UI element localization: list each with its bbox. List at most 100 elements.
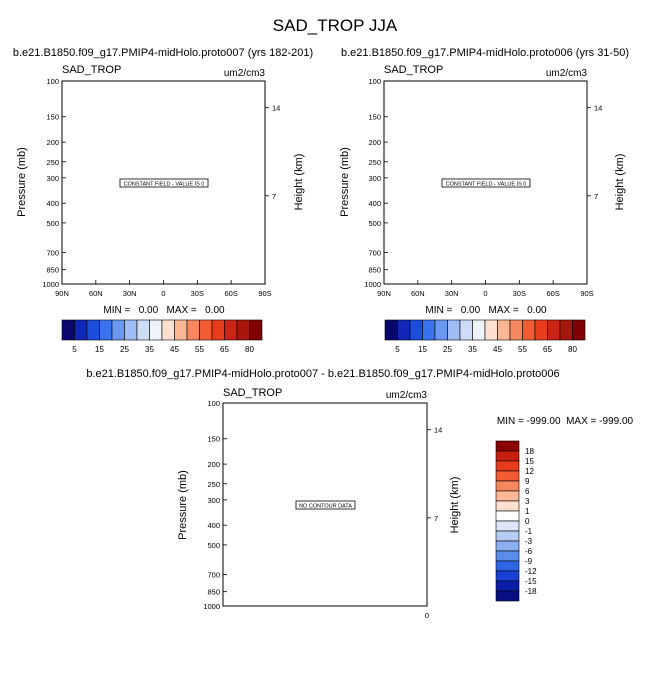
colorbar-label: 55: [195, 345, 204, 354]
panel-2-x-ticks: 90N 60N 30N 0 30S 60S 90S: [377, 280, 594, 298]
colorbar-label: -6: [525, 547, 533, 556]
y-tick-label: 200: [368, 138, 381, 147]
colorbar-swatch: [559, 319, 573, 341]
x-tick-label: 60S: [224, 289, 237, 298]
panel-2-message: CONSTANT FIELD - VALUE IS 0: [446, 182, 527, 188]
colorbar-swatch: [111, 319, 125, 341]
colorbar-label: 18: [525, 447, 534, 456]
colorbar-swatch: [384, 319, 398, 341]
panel-1-message-box: [119, 178, 209, 188]
colorbar-swatch: [409, 319, 423, 341]
colorbar-label: 12: [525, 467, 534, 476]
panel-1-x-ticks: 90N 60N 30N 0 30S 60S 90S: [55, 280, 272, 298]
colorbar-label: 45: [170, 345, 179, 354]
colorbar-swatch: [495, 490, 520, 502]
colorbar-swatch: [495, 540, 520, 552]
panel-1-units: um2/cm3: [224, 68, 266, 79]
panel-3-units: um2/cm3: [386, 390, 428, 401]
x-tick-label: 0: [483, 289, 487, 298]
x-tick-label: 90N: [55, 289, 69, 298]
x-tick-label: 60N: [411, 289, 425, 298]
y-tick-label: 200: [207, 460, 220, 469]
colorbar-swatch: [249, 319, 263, 341]
panel-1-y-ticks: 100 150 200 250 300 400 500 700 850 1000: [42, 77, 66, 289]
y-tick-label: 400: [368, 199, 381, 208]
colorbar-swatch: [397, 319, 411, 341]
panel-1-y-label: Pressure (mb): [16, 147, 28, 217]
x-tick-label: 0: [161, 289, 165, 298]
x-tick-label: 60S: [546, 289, 559, 298]
panel-1-heading: b.e21.B1850.f09_g17.PMIP4-midHolo.proto0…: [13, 47, 313, 59]
y-tick-label: 850: [207, 588, 220, 597]
panel-3-y-label: Pressure (mb): [177, 470, 189, 540]
panel-1-height-ticks: 14 7: [265, 104, 280, 201]
y-tick-label: 700: [368, 249, 381, 258]
panel-2-message-box: [441, 178, 531, 188]
colorbar-swatch: [99, 319, 113, 341]
y-tick-label: 150: [207, 435, 220, 444]
y-tick-label: 300: [46, 174, 59, 183]
page-title: SAD_TROP JJA: [273, 16, 398, 35]
colorbar-swatch: [495, 530, 520, 542]
colorbar-swatch: [495, 470, 520, 482]
y-tick-label: 100: [207, 399, 220, 408]
y-tick-label: 250: [46, 158, 59, 167]
colorbar-swatch: [224, 319, 238, 341]
x-tick-label: 30N: [123, 289, 137, 298]
colorbar-swatch: [495, 520, 520, 532]
colorbar-swatch: [495, 560, 520, 572]
y-tick-label: 100: [46, 77, 59, 86]
colorbar-swatch: [495, 440, 520, 452]
y-tick-label: 250: [207, 480, 220, 489]
colorbar-swatch: [199, 319, 213, 341]
colorbar-label: -1: [525, 527, 533, 536]
colorbar-label: 25: [443, 345, 452, 354]
colorbar-swatch: [497, 319, 511, 341]
colorbar-swatch: [495, 510, 520, 522]
panel-2-y-ticks: 100 150 200 250 300 400 500 700 850 1000: [364, 77, 388, 289]
x-tick-label: 30S: [191, 289, 204, 298]
panel-3-x-ticks: 0: [425, 602, 429, 620]
y-tick-label: 300: [368, 174, 381, 183]
height-tick-label: 7: [272, 192, 276, 201]
colorbar-label: 5: [72, 345, 77, 354]
colorbar-swatch: [211, 319, 225, 341]
colorbar-label: 6: [525, 487, 530, 496]
colorbar-label: 3: [525, 497, 530, 506]
colorbar-swatch: [136, 319, 150, 341]
x-tick-label: 90S: [580, 289, 593, 298]
height-tick-label: 7: [434, 514, 438, 523]
colorbar-swatch: [186, 319, 200, 341]
colorbar-swatch: [149, 319, 163, 341]
x-tick-label: 30S: [513, 289, 526, 298]
panel-2-y-label: Pressure (mb): [339, 147, 351, 217]
colorbar-label: 35: [145, 345, 154, 354]
colorbar-swatch: [434, 319, 448, 341]
colorbar-label: -15: [525, 577, 537, 586]
colorbar-label: 15: [525, 457, 534, 466]
panel-1-right-label: Height (km): [293, 154, 305, 211]
panel-3-message-box: [295, 500, 356, 510]
colorbar-label: 9: [525, 477, 530, 486]
colorbar-swatch: [74, 319, 88, 341]
colorbar-label: 1: [525, 507, 530, 516]
height-tick-label: 7: [594, 192, 598, 201]
y-tick-label: 200: [46, 138, 59, 147]
colorbar-label: 0: [525, 517, 530, 526]
y-tick-label: 1000: [42, 280, 59, 289]
y-tick-label: 400: [207, 521, 220, 530]
panel-1-message: CONSTANT FIELD - VALUE IS 0: [124, 182, 205, 188]
y-tick-label: 1000: [203, 602, 220, 611]
colorbar-swatch: [522, 319, 536, 341]
y-tick-label: 700: [46, 249, 59, 258]
colorbar-label: 5: [395, 345, 400, 354]
panel-3-minmax: MIN = -999.00 MAX = -999.00: [497, 416, 634, 427]
panel-3-heading: b.e21.B1850.f09_g17.PMIP4-midHolo.proto0…: [86, 368, 559, 380]
colorbar-label: 80: [245, 345, 254, 354]
y-tick-label: 700: [207, 571, 220, 580]
panel-2-heading: b.e21.B1850.f09_g17.PMIP4-midHolo.proto0…: [341, 47, 629, 59]
colorbar-label: 55: [518, 345, 527, 354]
y-tick-label: 1000: [364, 280, 381, 289]
y-tick-label: 100: [368, 77, 381, 86]
